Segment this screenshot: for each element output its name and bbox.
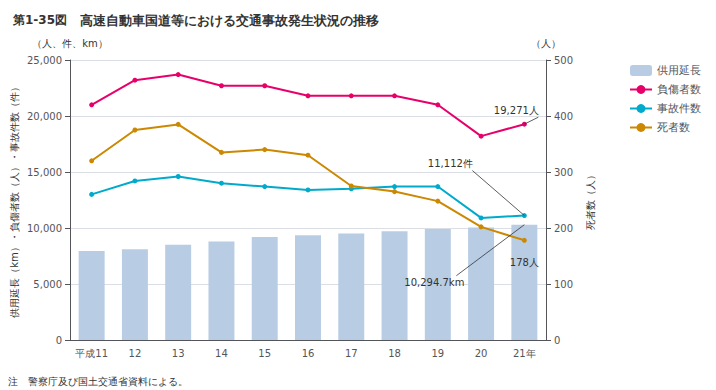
svg-text:14: 14 (215, 348, 228, 359)
svg-text:11,112件: 11,112件 (428, 158, 473, 169)
svg-text:負傷者数: 負傷者数 (657, 83, 701, 96)
svg-text:0: 0 (554, 335, 560, 346)
svg-text:16: 16 (302, 348, 315, 359)
svg-text:300: 300 (554, 167, 573, 178)
svg-text:500: 500 (554, 55, 573, 66)
svg-text:15,000: 15,000 (27, 167, 62, 178)
svg-text:第1-35図: 第1-35図 (12, 13, 67, 27)
svg-text:（人）: （人） (531, 38, 561, 49)
svg-text:20: 20 (475, 348, 488, 359)
svg-text:15: 15 (258, 348, 271, 359)
svg-text:（人、件、km）: （人、件、km） (32, 38, 108, 49)
svg-text:死者数（人）: 死者数（人） (585, 170, 596, 230)
svg-text:高速自動車国道等における交通事故発生状況の推移: 高速自動車国道等における交通事故発生状況の推移 (80, 13, 379, 28)
svg-text:100: 100 (554, 279, 573, 290)
svg-text:18: 18 (388, 348, 401, 359)
svg-text:10,000: 10,000 (27, 223, 62, 234)
svg-text:0: 0 (56, 335, 62, 346)
svg-text:19,271人: 19,271人 (494, 105, 539, 116)
svg-text:13: 13 (172, 348, 185, 359)
svg-text:10,294.7km: 10,294.7km (404, 277, 464, 288)
svg-text:400: 400 (554, 111, 573, 122)
svg-text:21年: 21年 (513, 348, 536, 359)
svg-text:供用延長（km）・負傷者数（人）・事故件数（件）: 供用延長（km）・負傷者数（人）・事故件数（件） (9, 82, 20, 318)
svg-text:17: 17 (345, 348, 358, 359)
svg-text:事故件数: 事故件数 (657, 102, 701, 115)
svg-text:12: 12 (129, 348, 142, 359)
svg-text:178人: 178人 (510, 257, 539, 268)
svg-text:200: 200 (554, 223, 573, 234)
svg-text:平成11: 平成11 (75, 348, 108, 359)
svg-text:注 警察庁及び国土交通省資料による。: 注 警察庁及び国土交通省資料による。 (8, 376, 188, 387)
svg-text:供用延長: 供用延長 (657, 64, 701, 77)
svg-text:25,000: 25,000 (27, 55, 62, 66)
svg-text:死者数: 死者数 (657, 121, 690, 134)
svg-text:5,000: 5,000 (33, 279, 62, 290)
svg-text:20,000: 20,000 (27, 111, 62, 122)
svg-text:19: 19 (431, 348, 444, 359)
